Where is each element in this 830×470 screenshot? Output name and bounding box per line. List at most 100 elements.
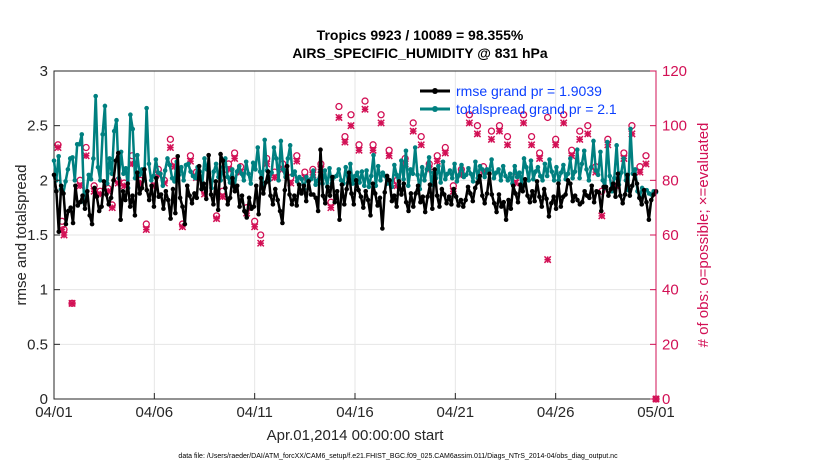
rmse-point <box>644 199 649 205</box>
rmse-point <box>272 186 278 192</box>
spread-point <box>378 178 383 183</box>
y-tick-right-label: 60 <box>662 227 679 244</box>
legend-rmse-label: rmse grand pr = 1.9039 <box>456 83 602 99</box>
rmse-point <box>201 181 207 186</box>
spread-point <box>530 176 536 182</box>
spread-point <box>130 126 136 132</box>
rmse-point <box>625 172 630 178</box>
obs-possible-marker <box>465 111 474 119</box>
rmse-point <box>75 203 81 208</box>
rmse-point <box>546 214 552 219</box>
y-tick-right-label: 80 <box>662 172 679 189</box>
obs-possible-marker <box>82 143 90 152</box>
spread-point <box>188 169 193 174</box>
rmse-point <box>472 185 478 191</box>
spread-point <box>269 170 274 175</box>
rmse-point <box>256 211 261 217</box>
x-axis-label: Apr.01,2014 00:00:00 start <box>267 427 445 444</box>
rmse-point <box>96 208 102 214</box>
obs-evaluated-marker <box>341 138 349 146</box>
spread-point <box>51 158 57 163</box>
spread-point <box>79 132 85 137</box>
rmse-point <box>189 200 195 206</box>
obs-evaluated-marker <box>60 231 68 239</box>
rmse-point <box>399 192 404 197</box>
rmse-point <box>534 179 540 184</box>
rmse-point <box>579 199 585 205</box>
rmse-point <box>251 204 257 209</box>
chart-subtitle: AIRS_SPECIFIC_HUMIDITY @ 831 hPa <box>292 45 548 61</box>
rmse-point <box>139 185 145 191</box>
spread-point <box>456 172 462 178</box>
obs-possible-marker <box>519 111 528 119</box>
spread-point <box>493 170 499 175</box>
y-tick-right-label: 0 <box>662 391 670 408</box>
rmse-point <box>551 194 556 200</box>
rmse-point <box>132 213 138 218</box>
spread-point <box>271 145 277 150</box>
rmse-point <box>463 197 468 203</box>
data-file-footer: data file: /Users/raeder/DAI/ATM_forcXX/… <box>178 453 618 460</box>
obs-evaluated-marker <box>535 154 544 163</box>
rmse-point <box>289 202 295 207</box>
spread-point <box>524 164 529 170</box>
rmse-point <box>199 186 204 192</box>
obs-evaluated-marker <box>519 119 528 127</box>
rmse-point <box>380 226 385 231</box>
rmse-point <box>532 198 537 204</box>
rmse-point <box>237 204 242 209</box>
spread-point <box>447 168 453 173</box>
spread-point <box>88 176 94 182</box>
rmse-point <box>453 194 459 200</box>
rmse-point <box>165 197 171 203</box>
obs-possible-marker <box>527 132 536 141</box>
spread-point <box>311 168 316 173</box>
spread-point <box>262 137 268 143</box>
spread-point <box>290 172 295 178</box>
spread-point <box>56 153 61 159</box>
y-tick-label: 1.5 <box>27 227 48 244</box>
obs-possible-marker <box>355 141 363 149</box>
spread-point <box>412 145 418 150</box>
spread-point <box>528 158 534 163</box>
rmse-point <box>356 187 361 193</box>
rmse-point <box>603 184 609 190</box>
spread-point <box>605 139 610 145</box>
spread-point <box>544 173 550 179</box>
spread-point <box>512 163 518 169</box>
rmse-point <box>494 209 499 215</box>
obs-evaluated-marker <box>473 130 482 138</box>
obs-possible-marker <box>543 113 552 122</box>
spread-point <box>498 178 504 183</box>
rmse-point <box>265 169 271 174</box>
rmse-point <box>508 206 514 212</box>
spread-point <box>542 161 548 167</box>
spread-point <box>100 132 105 137</box>
spread-point <box>375 163 381 169</box>
spread-point <box>158 171 163 177</box>
obs-possible-marker <box>142 220 150 228</box>
rmse-point <box>320 193 326 198</box>
obs-possible-marker <box>417 132 425 141</box>
rmse-point <box>496 192 502 197</box>
legend-rmse-marker <box>432 88 438 94</box>
spread-point <box>380 170 386 175</box>
rmse-point <box>334 188 340 194</box>
spread-point <box>535 164 541 170</box>
rmse-point <box>477 173 483 179</box>
rmse-point <box>120 188 126 194</box>
spread-point <box>246 171 251 177</box>
rmse-point <box>591 199 597 205</box>
rmse-point <box>587 195 592 201</box>
spread-point <box>93 93 98 99</box>
spread-point <box>438 180 443 185</box>
obs-possible-marker <box>487 127 496 135</box>
rmse-point <box>410 204 416 209</box>
rmse-point <box>406 208 411 214</box>
spread-point <box>537 173 543 179</box>
rmse-point <box>439 186 445 192</box>
rmse-point <box>527 199 533 205</box>
spread-point <box>334 173 339 179</box>
spread-point <box>167 162 173 168</box>
rmse-point <box>118 217 123 222</box>
